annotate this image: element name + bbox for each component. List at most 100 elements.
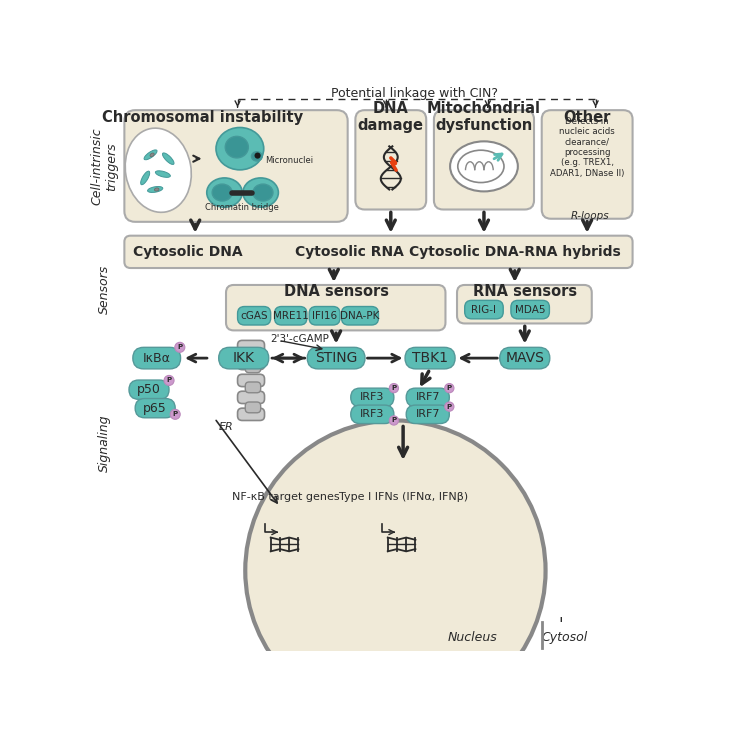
- FancyBboxPatch shape: [245, 402, 260, 413]
- FancyBboxPatch shape: [511, 300, 549, 319]
- Ellipse shape: [150, 153, 154, 157]
- Text: TBK1: TBK1: [412, 351, 448, 365]
- Circle shape: [254, 152, 260, 159]
- FancyBboxPatch shape: [133, 347, 181, 369]
- FancyBboxPatch shape: [237, 357, 265, 370]
- Ellipse shape: [212, 184, 232, 201]
- FancyBboxPatch shape: [307, 347, 365, 369]
- Circle shape: [164, 376, 174, 386]
- FancyBboxPatch shape: [405, 347, 455, 369]
- Text: cGAS: cGAS: [240, 311, 268, 321]
- Text: RNA sensors: RNA sensors: [473, 285, 577, 299]
- FancyBboxPatch shape: [125, 111, 348, 222]
- Text: Signaling: Signaling: [98, 415, 111, 472]
- Text: ': ': [559, 616, 563, 633]
- FancyBboxPatch shape: [351, 388, 394, 406]
- Text: IRF3: IRF3: [360, 409, 384, 419]
- Text: IRF3: IRF3: [360, 392, 384, 403]
- Text: Type I IFNs (IFNα, IFNβ): Type I IFNs (IFNα, IFNβ): [339, 493, 468, 502]
- FancyBboxPatch shape: [237, 391, 265, 403]
- FancyBboxPatch shape: [500, 347, 550, 369]
- Text: IRF7: IRF7: [416, 392, 440, 403]
- FancyBboxPatch shape: [434, 111, 534, 209]
- FancyBboxPatch shape: [237, 374, 265, 386]
- Ellipse shape: [216, 127, 264, 170]
- Text: Cytosolic DNA-RNA hybrids: Cytosolic DNA-RNA hybrids: [409, 244, 621, 259]
- Ellipse shape: [207, 178, 242, 207]
- Text: Micronuclei: Micronuclei: [266, 156, 313, 165]
- FancyBboxPatch shape: [351, 405, 394, 424]
- Ellipse shape: [458, 150, 504, 182]
- FancyBboxPatch shape: [237, 408, 265, 420]
- Ellipse shape: [148, 187, 163, 193]
- Text: P: P: [392, 385, 396, 391]
- Text: Cytosolic DNA: Cytosolic DNA: [133, 244, 242, 259]
- FancyBboxPatch shape: [309, 307, 340, 325]
- Text: Other: Other: [563, 110, 611, 124]
- Text: MDA5: MDA5: [515, 305, 545, 315]
- Text: Cytosolic RNA: Cytosolic RNA: [295, 244, 404, 259]
- FancyBboxPatch shape: [275, 307, 307, 325]
- FancyBboxPatch shape: [219, 347, 269, 369]
- Text: IκBα: IκBα: [142, 351, 171, 365]
- Ellipse shape: [243, 178, 278, 207]
- Text: Potential linkage with CIN?: Potential linkage with CIN?: [331, 86, 498, 100]
- Text: ER: ER: [219, 422, 233, 432]
- FancyBboxPatch shape: [542, 111, 633, 219]
- FancyBboxPatch shape: [457, 285, 592, 324]
- Text: DNA sensors: DNA sensors: [283, 285, 389, 299]
- Circle shape: [389, 416, 398, 425]
- FancyBboxPatch shape: [245, 382, 260, 393]
- Text: NF-κB target genes: NF-κB target genes: [232, 493, 340, 502]
- Ellipse shape: [125, 128, 191, 212]
- Circle shape: [389, 384, 398, 393]
- FancyBboxPatch shape: [237, 307, 271, 325]
- Text: p65: p65: [143, 402, 167, 414]
- Text: P: P: [172, 411, 178, 417]
- Text: RIG-I: RIG-I: [471, 305, 497, 315]
- Text: P: P: [447, 403, 452, 410]
- Ellipse shape: [155, 171, 170, 177]
- FancyBboxPatch shape: [129, 380, 169, 399]
- Text: P: P: [447, 385, 452, 391]
- FancyBboxPatch shape: [237, 340, 265, 353]
- Text: IRF7: IRF7: [416, 409, 440, 419]
- Text: DNA-PK: DNA-PK: [340, 311, 380, 321]
- FancyBboxPatch shape: [406, 405, 449, 424]
- Ellipse shape: [154, 188, 159, 191]
- Circle shape: [445, 384, 454, 393]
- Text: P: P: [392, 417, 396, 424]
- FancyBboxPatch shape: [226, 285, 445, 330]
- Text: Mitochondrial
dysfunction: Mitochondrial dysfunction: [427, 101, 541, 133]
- Circle shape: [245, 420, 545, 721]
- Ellipse shape: [144, 150, 157, 160]
- Text: 2'3'-cGAMP: 2'3'-cGAMP: [271, 334, 330, 344]
- FancyBboxPatch shape: [245, 362, 260, 373]
- FancyBboxPatch shape: [342, 307, 378, 325]
- Text: Cell-intrinsic
triggers: Cell-intrinsic triggers: [90, 127, 119, 205]
- Text: MRE11: MRE11: [273, 311, 309, 321]
- Text: R-loops: R-loops: [571, 212, 609, 221]
- Text: Sensors: Sensors: [98, 265, 111, 314]
- Text: Cytosol: Cytosol: [542, 631, 588, 644]
- FancyBboxPatch shape: [406, 388, 449, 406]
- Text: DNA
damage: DNA damage: [358, 101, 424, 133]
- Ellipse shape: [253, 184, 273, 201]
- Text: STING: STING: [315, 351, 357, 365]
- FancyBboxPatch shape: [135, 398, 175, 418]
- FancyBboxPatch shape: [465, 300, 504, 319]
- Ellipse shape: [251, 152, 262, 161]
- Text: P: P: [178, 344, 182, 351]
- Text: IFI16: IFI16: [312, 311, 337, 321]
- Ellipse shape: [225, 136, 248, 158]
- Text: Chromatin bridge: Chromatin bridge: [205, 203, 279, 212]
- Text: Defects in
nucleic acids
clearance/
processing
(e.g. TREX1,
ADAR1, DNase II): Defects in nucleic acids clearance/ proc…: [550, 116, 624, 178]
- Circle shape: [175, 343, 185, 352]
- FancyBboxPatch shape: [355, 111, 426, 209]
- Circle shape: [170, 409, 181, 419]
- FancyBboxPatch shape: [125, 236, 633, 268]
- Ellipse shape: [141, 171, 150, 184]
- Circle shape: [445, 402, 454, 411]
- Text: p50: p50: [137, 383, 161, 396]
- Text: Chromosomal instability: Chromosomal instability: [102, 110, 304, 124]
